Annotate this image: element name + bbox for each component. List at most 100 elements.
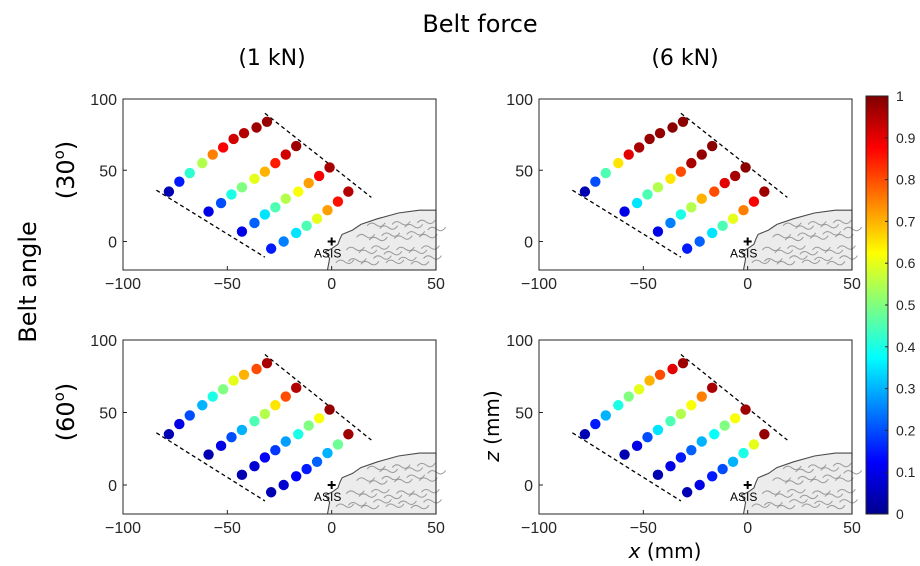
pelvis-texture — [824, 493, 844, 498]
row-label-60: (60o) — [50, 383, 80, 441]
pelvis-texture — [799, 251, 819, 256]
data-point — [696, 193, 707, 204]
pelvis-texture — [370, 245, 390, 250]
pelvis-texture — [801, 503, 821, 508]
data-point — [278, 479, 289, 491]
pelvis-texture — [391, 464, 411, 469]
pelvis-texture — [763, 502, 783, 507]
data-point — [270, 400, 281, 411]
pelvis-texture — [801, 259, 821, 264]
pelvis-texture — [809, 478, 829, 484]
data-point — [675, 166, 687, 177]
data-point — [265, 487, 277, 498]
data-point — [681, 487, 693, 498]
data-point — [270, 202, 281, 213]
belt-edge-upper — [264, 353, 372, 441]
data-point — [665, 173, 676, 184]
data-point — [631, 197, 643, 209]
pelvis-texture — [418, 477, 438, 482]
pelvis-texture — [834, 477, 854, 482]
pelvis-texture — [782, 465, 802, 471]
belt-edge-lower — [572, 432, 682, 502]
y-tick-label: 100 — [506, 92, 533, 109]
data-point — [261, 358, 273, 369]
row-label-30-value: 30 — [52, 159, 80, 190]
y-tick-label: 100 — [90, 92, 117, 109]
pelvis-texture — [837, 245, 856, 250]
data-point — [644, 375, 655, 386]
pelvis-texture — [416, 219, 436, 225]
data-point — [686, 157, 697, 169]
pelvis-texture — [784, 480, 804, 485]
pelvis-texture — [761, 246, 781, 252]
row-label-60-value: 60 — [52, 401, 80, 432]
pelvis-texture — [774, 493, 794, 498]
colorbar-tick-label: 0.7 — [896, 213, 916, 229]
data-point — [665, 217, 676, 229]
data-point — [207, 391, 218, 402]
pelvis-texture — [406, 231, 426, 236]
data-point — [311, 213, 323, 224]
data-point — [675, 408, 687, 420]
x-tick-label: −50 — [630, 520, 657, 537]
data-point — [652, 469, 664, 481]
pelvis-texture — [408, 249, 428, 254]
data-point — [301, 220, 312, 232]
data-point — [740, 404, 751, 415]
pelvis-texture — [822, 474, 842, 479]
data-point — [665, 460, 676, 472]
y-tick-label: 0 — [524, 235, 533, 252]
data-point — [265, 243, 277, 254]
data-point — [613, 400, 624, 411]
data-point — [644, 133, 655, 145]
data-point — [278, 236, 289, 247]
belt-edge-lower — [156, 432, 266, 502]
asis-marker — [743, 237, 752, 246]
y-tick-label: 50 — [99, 163, 117, 180]
data-point — [719, 177, 730, 189]
data-point — [709, 429, 720, 440]
asis-marker — [743, 481, 752, 489]
data-point — [600, 410, 611, 421]
pelvis-texture — [366, 465, 386, 471]
y-tick-label: 100 — [506, 333, 533, 350]
pelvis-texture — [795, 468, 815, 474]
data-point — [236, 226, 248, 237]
data-point — [259, 166, 271, 177]
y-tick-label: 100 — [90, 333, 117, 350]
data-point — [197, 400, 208, 411]
colorbar-gradient — [865, 95, 889, 515]
pelvis-texture — [822, 231, 842, 236]
pelvis-texture — [347, 258, 367, 263]
data-point — [280, 391, 291, 402]
data-point — [184, 167, 195, 179]
row-label-60-sup: o — [50, 392, 68, 401]
data-point — [259, 452, 271, 463]
x-axis-label: x (mm) — [628, 539, 702, 563]
data-point — [652, 424, 664, 436]
pelvis-texture — [814, 256, 833, 262]
data-point — [197, 157, 208, 169]
pelvis-texture — [410, 261, 430, 266]
data-point — [290, 382, 302, 394]
y-tick-label: 0 — [524, 478, 533, 495]
data-point — [633, 142, 645, 153]
pelvis-texture — [784, 236, 804, 242]
pelvis-texture — [834, 233, 854, 239]
data-point — [696, 436, 707, 447]
data-point — [623, 149, 634, 160]
data-point — [217, 142, 229, 153]
pelvis-texture — [772, 233, 792, 239]
data-point — [623, 391, 634, 402]
pelvis-texture — [826, 504, 846, 510]
pelvis-texture — [393, 235, 413, 240]
data-point — [665, 416, 676, 427]
colorbar-tick-label: 0.6 — [896, 255, 916, 271]
pelvis-texture — [809, 235, 829, 240]
pelvis-texture — [789, 255, 808, 260]
axes-box — [122, 339, 437, 515]
data-point — [652, 226, 664, 237]
pelvis-texture — [832, 462, 852, 468]
pelvis-texture — [368, 236, 388, 242]
